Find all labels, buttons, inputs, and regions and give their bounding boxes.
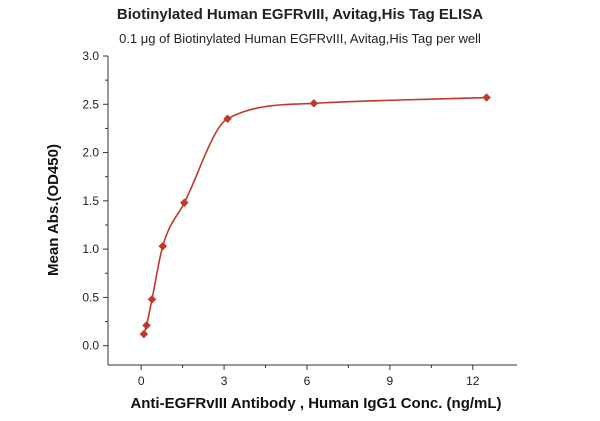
data-point bbox=[158, 241, 168, 251]
x-tick-label: 9 bbox=[387, 374, 394, 388]
x-tick-label: 6 bbox=[304, 374, 311, 388]
x-tick-label: 3 bbox=[221, 374, 228, 388]
data-point bbox=[139, 329, 149, 339]
y-tick-label: 2.0 bbox=[82, 146, 99, 160]
y-tick-label: 0.5 bbox=[82, 290, 99, 304]
y-tick-label: 0.0 bbox=[82, 339, 99, 353]
data-point bbox=[223, 114, 232, 124]
x-tick-label: 12 bbox=[466, 374, 480, 388]
chart-title: Biotinylated Human EGFRvIII, Avitag,His … bbox=[116, 6, 484, 23]
data-point bbox=[180, 198, 189, 208]
data-point bbox=[482, 93, 491, 102]
data-point bbox=[142, 321, 151, 330]
y-tick-label: 2.5 bbox=[82, 97, 99, 111]
y-tick-label: 1.5 bbox=[82, 194, 99, 208]
data-points bbox=[139, 93, 491, 339]
y-tick-label: 1.0 bbox=[82, 242, 99, 256]
y-tick-label: 3.0 bbox=[82, 49, 99, 63]
x-axis-label: Anti-EGFRvIII Antibody , Human IgG1 Conc… bbox=[130, 395, 501, 412]
data-point bbox=[309, 98, 319, 108]
axes: 0.0 0.5 1.0 1.5 2.0 2.5 3.0 0 3 6 9 12 bbox=[82, 49, 517, 388]
fit-curve-layer bbox=[143, 96, 487, 335]
x-tick-label: 0 bbox=[138, 374, 145, 388]
data-point bbox=[147, 294, 157, 304]
chart-subtitle: 0.1 μg of Biotinylated Human EGFRvIII, A… bbox=[119, 31, 481, 46]
y-axis-label: Mean Abs.(OD450) bbox=[45, 144, 62, 276]
fit-curve bbox=[143, 96, 487, 335]
